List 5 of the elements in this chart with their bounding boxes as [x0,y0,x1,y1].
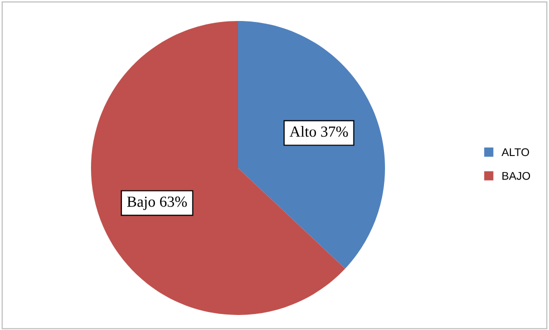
data-label: Bajo 63% [127,196,187,210]
data-label: Alto 37% [290,126,348,137]
legend-label: BAJO [502,172,530,180]
legend-label: ALTO [502,148,530,156]
pie-slice [238,21,385,269]
